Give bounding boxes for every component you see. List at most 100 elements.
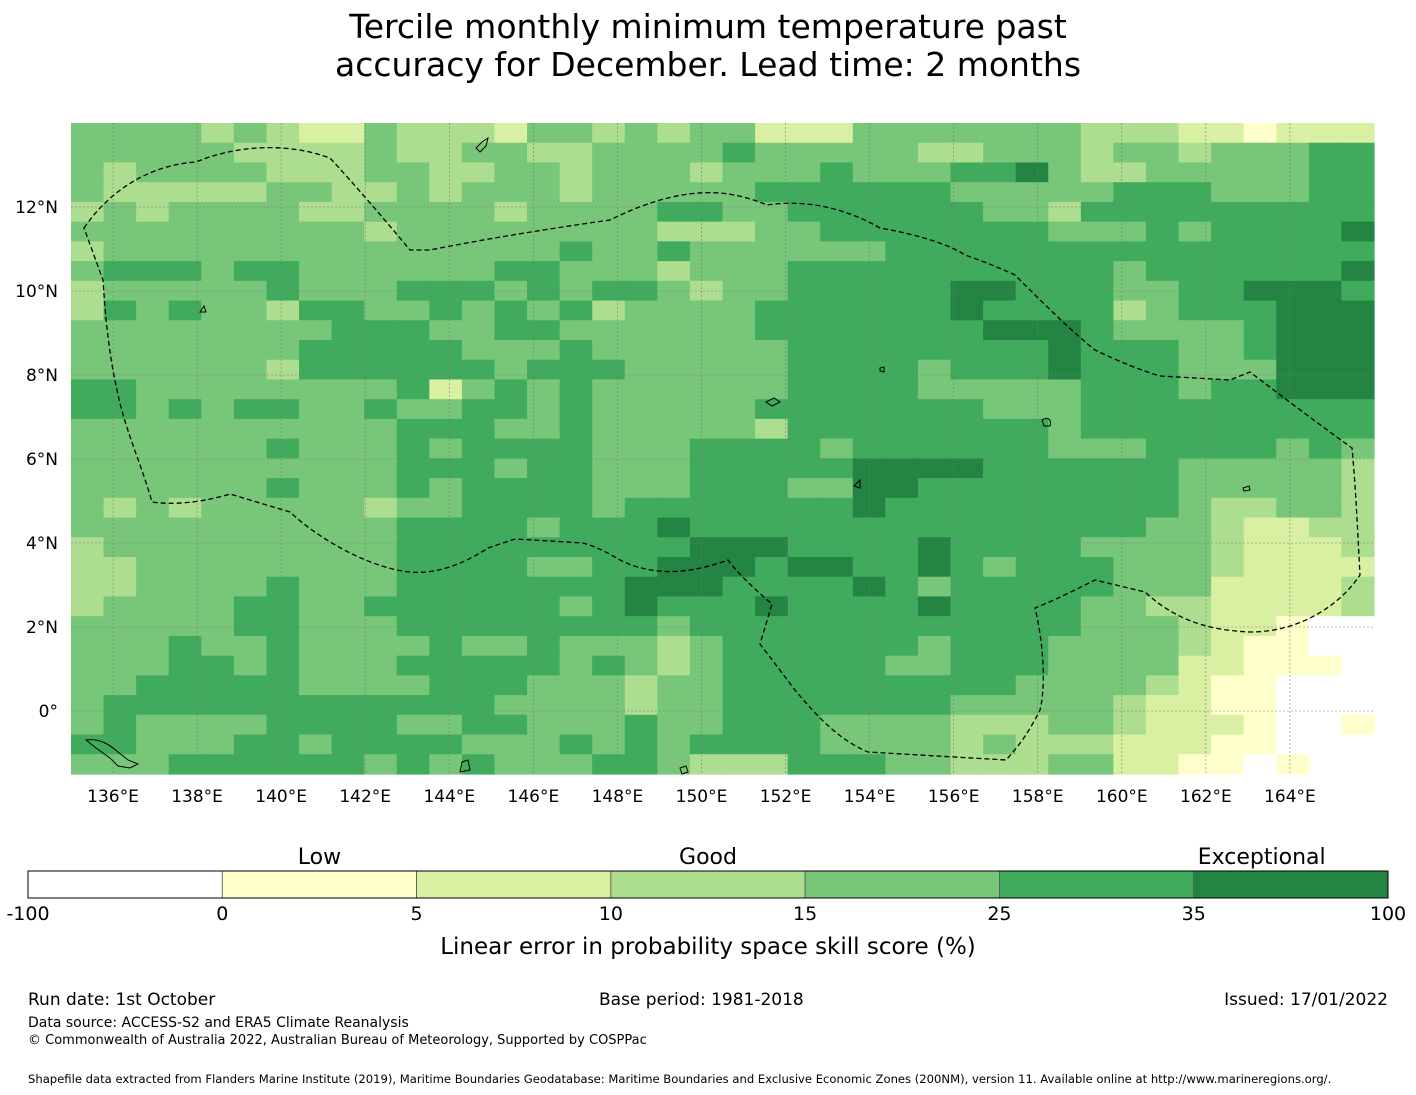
heatmap-cell bbox=[396, 714, 430, 736]
heatmap-cell bbox=[689, 201, 724, 223]
heatmap-cell bbox=[885, 458, 919, 479]
heatmap-cell bbox=[429, 714, 463, 736]
heatmap-cell bbox=[1080, 616, 1115, 637]
heatmap-cell bbox=[299, 478, 333, 499]
heatmap-cell bbox=[429, 182, 463, 203]
heatmap-cell bbox=[103, 734, 137, 755]
heatmap-cell bbox=[201, 162, 235, 183]
heatmap-cell bbox=[396, 221, 430, 242]
heatmap-cell bbox=[657, 537, 691, 558]
heatmap-cell bbox=[103, 635, 137, 657]
heatmap-cell bbox=[136, 399, 170, 420]
lon-tick-label: 140°E bbox=[255, 787, 307, 807]
heatmap-cell bbox=[136, 123, 170, 144]
heatmap-cell bbox=[527, 675, 561, 696]
heatmap-cell bbox=[917, 300, 952, 321]
heatmap-cell bbox=[168, 123, 202, 144]
heatmap-cell bbox=[103, 537, 137, 558]
heatmap-cell bbox=[1276, 714, 1310, 736]
lon-tick-label: 152°E bbox=[760, 787, 812, 807]
heatmap-cell bbox=[820, 123, 854, 144]
heatmap-cell bbox=[592, 754, 626, 775]
heatmap-cell bbox=[1178, 635, 1212, 657]
heatmap-cell bbox=[1080, 182, 1115, 203]
heatmap-cell bbox=[331, 695, 365, 716]
lat-tick-label: 10°N bbox=[15, 282, 58, 302]
heatmap-cell bbox=[1178, 142, 1212, 164]
heatmap-cell bbox=[1276, 537, 1310, 558]
heatmap-cell bbox=[364, 261, 398, 282]
heatmap-cell bbox=[1145, 261, 1180, 282]
heatmap-cell bbox=[299, 241, 333, 262]
heatmap-cell bbox=[820, 201, 854, 223]
heatmap-cell bbox=[233, 537, 268, 558]
heatmap-cell bbox=[1276, 497, 1310, 519]
chart-title: Tercile monthly minimum temperature past… bbox=[0, 8, 1416, 84]
heatmap-cell bbox=[233, 734, 268, 755]
heatmap-cell bbox=[592, 142, 626, 164]
heatmap-cell bbox=[1080, 142, 1115, 164]
heatmap-cell bbox=[1178, 300, 1212, 321]
heatmap-cell bbox=[1145, 616, 1180, 637]
heatmap-cell bbox=[494, 418, 528, 440]
heatmap-cell bbox=[1048, 182, 1082, 203]
heatmap-cell bbox=[917, 340, 952, 361]
heatmap-cell bbox=[1015, 734, 1049, 755]
heatmap-cell bbox=[787, 695, 821, 716]
heatmap-cell bbox=[266, 379, 300, 400]
heatmap-cell bbox=[1015, 675, 1049, 696]
heatmap-cell bbox=[950, 182, 984, 203]
heatmap-cell bbox=[331, 123, 365, 144]
heatmap-cell bbox=[820, 616, 854, 637]
heatmap-cell bbox=[624, 497, 658, 519]
heatmap-cell bbox=[1178, 557, 1212, 578]
heatmap-cell bbox=[168, 714, 202, 736]
heatmap-cell bbox=[755, 379, 789, 400]
heatmap-cell bbox=[396, 734, 430, 755]
heatmap-cell bbox=[950, 714, 984, 736]
heatmap-cell bbox=[1080, 221, 1115, 242]
shapefile-credit: Shapefile data extracted from Flanders M… bbox=[28, 1072, 1332, 1086]
heatmap-cell bbox=[722, 655, 756, 676]
heatmap-cell bbox=[429, 340, 463, 361]
heatmap-cell bbox=[429, 320, 463, 341]
heatmap-cell bbox=[168, 478, 202, 499]
heatmap-cell bbox=[1308, 162, 1343, 183]
heatmap-cell bbox=[1145, 635, 1180, 657]
heatmap-cell bbox=[71, 616, 105, 637]
heatmap-cell bbox=[71, 340, 105, 361]
heatmap-cell bbox=[1341, 635, 1375, 657]
heatmap-cell bbox=[820, 300, 854, 321]
heatmap-cell bbox=[983, 714, 1017, 736]
heatmap-cell bbox=[266, 714, 300, 736]
heatmap-cell bbox=[592, 123, 626, 144]
heatmap-cell bbox=[592, 675, 626, 696]
heatmap-cell bbox=[136, 340, 170, 361]
heatmap-cell bbox=[1080, 675, 1115, 696]
heatmap-cell bbox=[657, 162, 691, 183]
heatmap-cell bbox=[787, 320, 821, 341]
lat-tick-label: 0° bbox=[39, 702, 58, 722]
heatmap-cell bbox=[396, 201, 430, 223]
heatmap-cell bbox=[559, 635, 593, 657]
heatmap-cell bbox=[233, 399, 268, 420]
heatmap-cell bbox=[755, 123, 789, 144]
heatmap-cell bbox=[983, 162, 1017, 183]
heatmap-cell bbox=[624, 142, 658, 164]
heatmap-cell bbox=[461, 478, 496, 499]
heatmap-cell bbox=[1178, 340, 1212, 361]
heatmap-cell bbox=[689, 695, 724, 716]
heatmap-cell bbox=[396, 261, 430, 282]
heatmap-cell bbox=[201, 557, 235, 578]
heatmap-cell bbox=[1080, 399, 1115, 420]
heatmap-cell bbox=[1211, 714, 1245, 736]
heatmap-cell bbox=[950, 241, 984, 262]
heatmap-cell bbox=[527, 241, 561, 262]
heatmap-cell bbox=[396, 418, 430, 440]
heatmap-cell bbox=[71, 675, 105, 696]
heatmap-cell bbox=[1341, 340, 1375, 361]
heatmap-cell bbox=[820, 399, 854, 420]
heatmap-cell bbox=[396, 123, 430, 144]
heatmap-cell bbox=[950, 123, 984, 144]
lon-tick-label: 146°E bbox=[508, 787, 560, 807]
